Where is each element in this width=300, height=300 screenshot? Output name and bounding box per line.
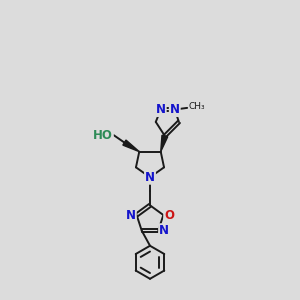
Text: CH₃: CH₃ <box>188 102 205 111</box>
Polygon shape <box>161 135 168 152</box>
Text: N: N <box>170 103 180 116</box>
Text: N: N <box>126 208 136 221</box>
Text: N: N <box>145 171 155 184</box>
Text: N: N <box>159 224 169 237</box>
Text: HO: HO <box>93 129 113 142</box>
Polygon shape <box>123 140 139 152</box>
Text: N: N <box>156 103 166 116</box>
Text: O: O <box>164 208 174 221</box>
